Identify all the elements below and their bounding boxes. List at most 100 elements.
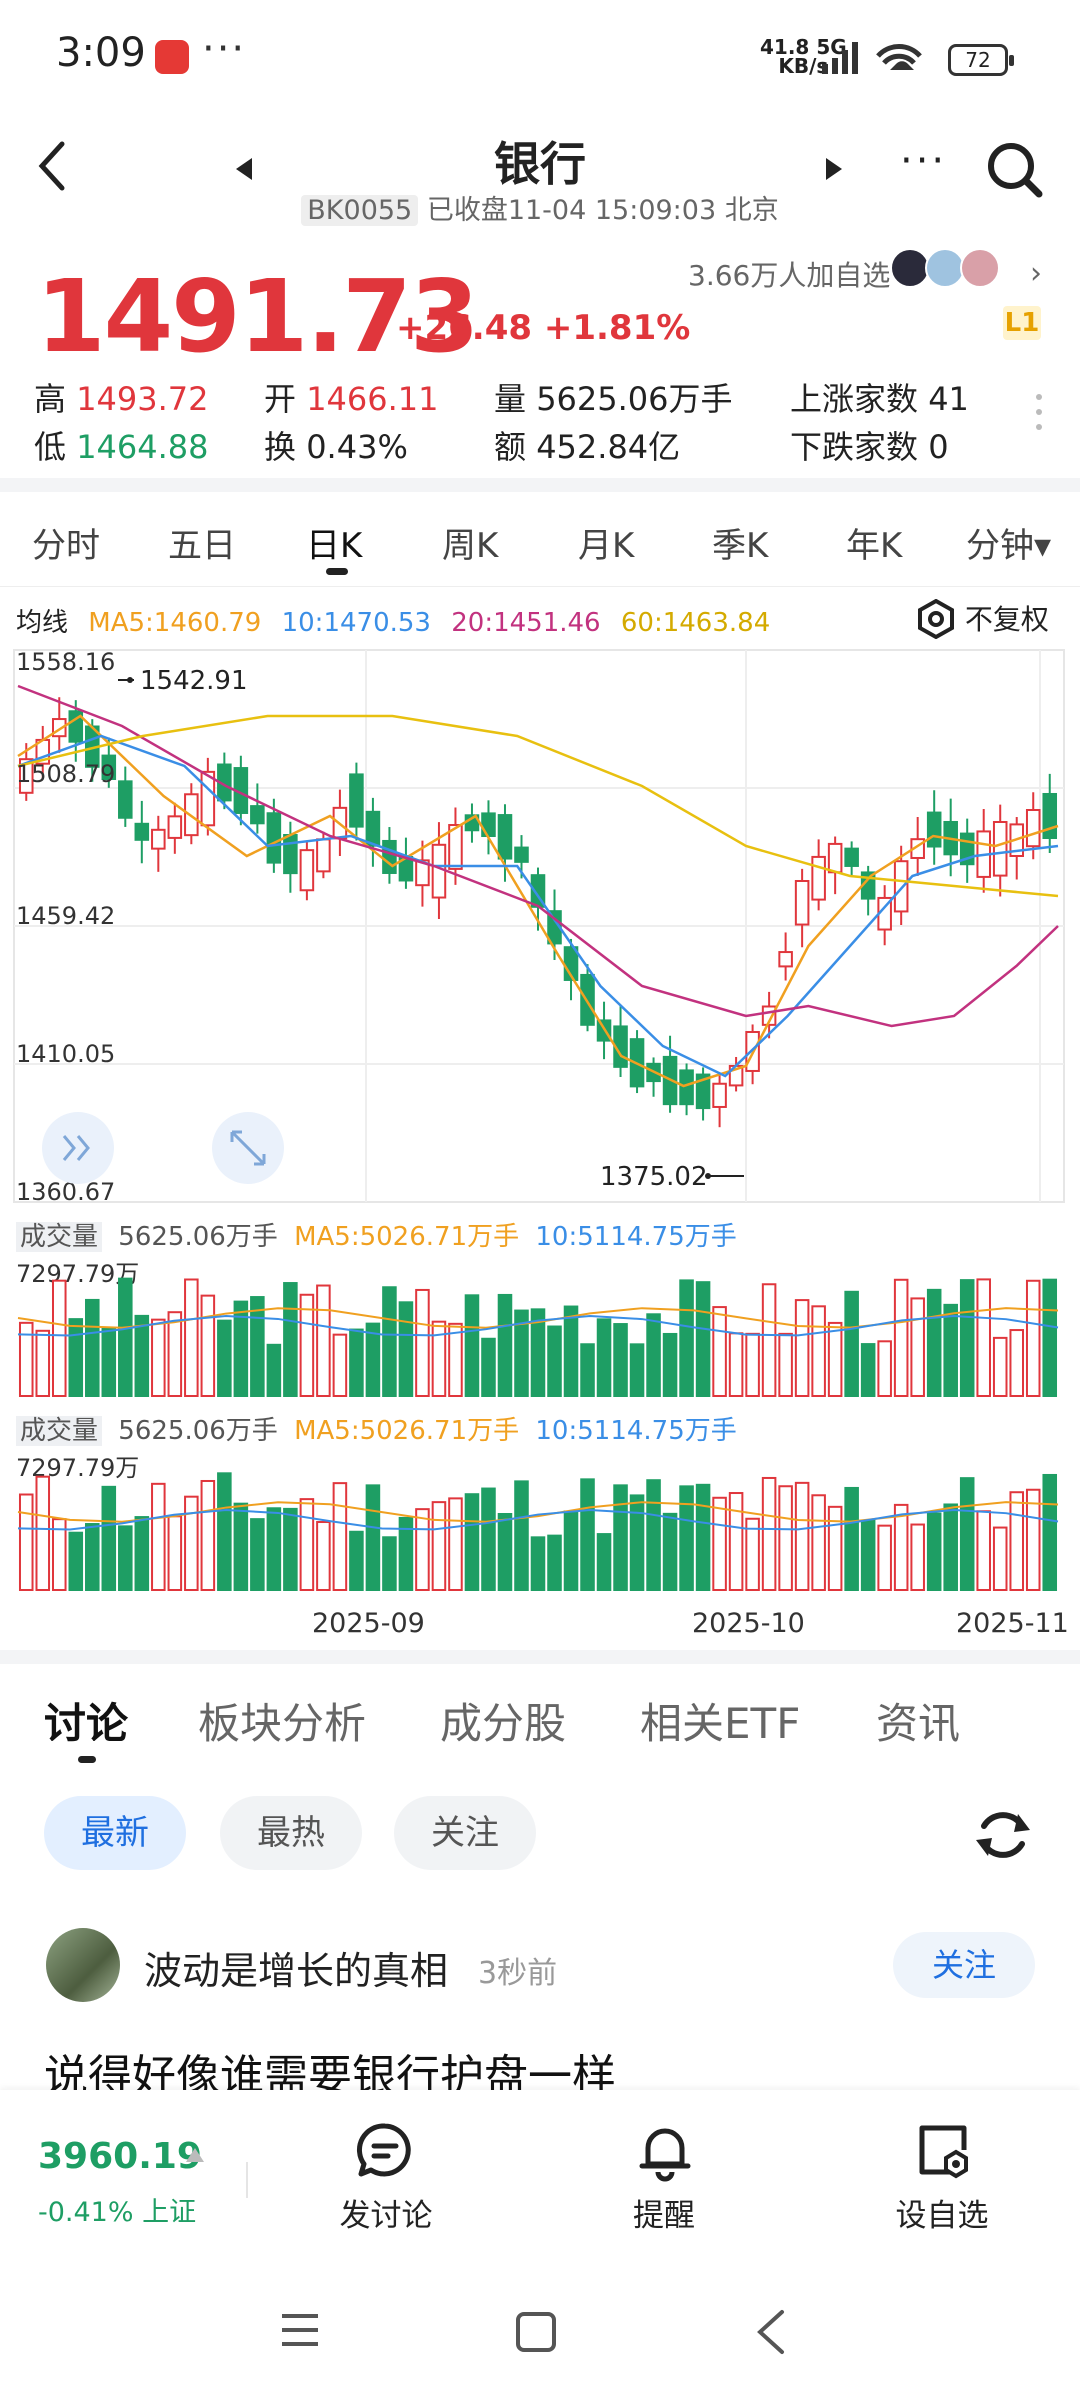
expand-stats-icon[interactable]: [1036, 394, 1042, 439]
tab-intraday[interactable]: 分时: [32, 526, 100, 566]
x-label-nov: 2025-11: [956, 1608, 1069, 1639]
y-label-top: 1558.16: [16, 648, 115, 676]
next-stock-icon[interactable]: [826, 158, 842, 180]
tab-discussion[interactable]: 讨论: [44, 1699, 129, 1748]
volume-bar: [167, 1311, 183, 1397]
follow-button[interactable]: 关注: [893, 1932, 1035, 1998]
adjust-toggle[interactable]: 不复权: [916, 598, 1049, 640]
volume-bar: [646, 1479, 661, 1591]
username[interactable]: 波动是增长的真相: [144, 1949, 449, 1993]
volume-bar: [662, 1332, 678, 1398]
volume-bar: [613, 1484, 628, 1591]
volume-bar: [250, 1518, 265, 1591]
tab-quarterly-k[interactable]: 季K: [712, 526, 769, 566]
level-badge[interactable]: L1: [1003, 306, 1041, 340]
candle-body: [134, 822, 150, 841]
volume-bar: [481, 1487, 496, 1591]
stat-volume: 量 5625.06万手: [494, 380, 733, 418]
max-price-label: 1542.91: [140, 666, 248, 696]
candle-body: [712, 1082, 727, 1108]
chip-following[interactable]: 关注: [394, 1796, 536, 1870]
tab-five-day[interactable]: 五日: [168, 526, 236, 566]
candle-body: [200, 770, 216, 827]
index-value[interactable]: 3960.19: [38, 2136, 202, 2177]
volume-bar: [745, 1332, 760, 1397]
follower-avatars[interactable]: [890, 248, 1001, 292]
volume-bar: [481, 1337, 496, 1397]
volume-bar: [217, 1319, 232, 1397]
volume-bar: [860, 1519, 876, 1591]
tab-news[interactable]: 资讯: [876, 1699, 961, 1748]
volume-bar: [893, 1278, 909, 1398]
candle-body: [844, 847, 859, 867]
tab-yearly-k[interactable]: 年K: [846, 526, 903, 566]
back-nav-icon[interactable]: [752, 2308, 792, 2356]
kline-chart[interactable]: 1558.16 1508.79 1459.42 1410.05 1360.67 …: [0, 646, 1080, 1206]
discuss-button[interactable]: 发讨论: [339, 2198, 433, 2234]
bell-icon[interactable]: [634, 2120, 696, 2182]
prev-stock-icon[interactable]: [236, 158, 252, 180]
volume-bar: [547, 1534, 562, 1591]
remind-button[interactable]: 提醒: [633, 2198, 695, 2234]
back-arrow-icon[interactable]: [36, 140, 68, 192]
chevron-right-icon[interactable]: ›: [1030, 256, 1042, 291]
index-change[interactable]: -0.41% 上证: [38, 2197, 197, 2228]
expand-left-icon[interactable]: [42, 1112, 114, 1184]
tab-monthly-k[interactable]: 月K: [578, 526, 635, 566]
min-price-label: 1375.02: [600, 1162, 708, 1192]
chip-hot[interactable]: 最热: [220, 1796, 362, 1870]
volume-bar: [217, 1472, 232, 1591]
market-status: BK0055 已收盘11-04 15:09:03 北京: [0, 188, 1080, 227]
volume-chart-2[interactable]: 7297.79万: [0, 1450, 1080, 1596]
volume-bar: [1025, 1279, 1041, 1397]
more-menu-icon[interactable]: ···: [900, 138, 948, 184]
tab-weekly-k[interactable]: 周K: [442, 526, 499, 566]
volume-bar: [349, 1530, 364, 1592]
add-watchlist-icon[interactable]: [912, 2120, 974, 2182]
chip-latest[interactable]: 最新: [44, 1796, 186, 1870]
tab-related-etf[interactable]: 相关ETF: [640, 1699, 801, 1748]
candle-body: [893, 860, 909, 913]
index-code: BK0055: [301, 195, 419, 226]
volume-bar: [629, 1494, 645, 1592]
page-title: 银行: [494, 137, 586, 191]
candle-body: [349, 773, 364, 828]
volume-bar: [877, 1524, 892, 1591]
tab-components[interactable]: 成分股: [440, 1699, 567, 1748]
caret-up-icon[interactable]: [186, 2148, 204, 2162]
battery-indicator: 72: [948, 44, 1014, 76]
ma-legend: 均线 MA5:1460.79 10:1470.53 20:1451.46 60:…: [16, 602, 782, 639]
candle-body: [299, 849, 315, 892]
volume-bar: [662, 1512, 678, 1591]
candle-body: [679, 1069, 694, 1106]
watchlist-button[interactable]: 设自选: [895, 2198, 989, 2234]
search-icon[interactable]: [985, 140, 1045, 200]
divider: [0, 1650, 1080, 1664]
candle-body: [827, 842, 843, 874]
volume-bar: [695, 1483, 711, 1591]
candle-body: [101, 754, 117, 780]
fullscreen-icon[interactable]: [212, 1112, 284, 1184]
home-icon[interactable]: [514, 2310, 558, 2354]
volume-bar: [910, 1297, 925, 1397]
volume-bar: [514, 1309, 529, 1397]
menu-icon[interactable]: [278, 2310, 322, 2350]
volume-bar: [1042, 1278, 1058, 1398]
volume-bar: [613, 1323, 628, 1397]
candle-body: [431, 843, 447, 899]
volume-bar: [728, 1332, 744, 1397]
refresh-icon[interactable]: [972, 1804, 1034, 1866]
divider: [246, 2162, 248, 2198]
stat-up-count: 上涨家数 41: [790, 380, 969, 418]
volume-bar: [332, 1482, 348, 1591]
tab-sector-analysis[interactable]: 板块分析: [198, 1699, 367, 1748]
ma20-line: [17, 684, 1059, 1028]
user-avatar[interactable]: [46, 1928, 120, 2002]
volume-bar: [365, 1322, 381, 1397]
volume-bar: [1025, 1488, 1041, 1591]
discuss-icon[interactable]: [354, 2120, 416, 2182]
tab-minute[interactable]: 分钟▾: [966, 526, 1052, 566]
volume-chart-1[interactable]: 7297.79万: [0, 1256, 1080, 1400]
tab-daily-k[interactable]: 日K: [306, 526, 363, 566]
followers-count[interactable]: 3.66万人加自选: [688, 259, 891, 292]
